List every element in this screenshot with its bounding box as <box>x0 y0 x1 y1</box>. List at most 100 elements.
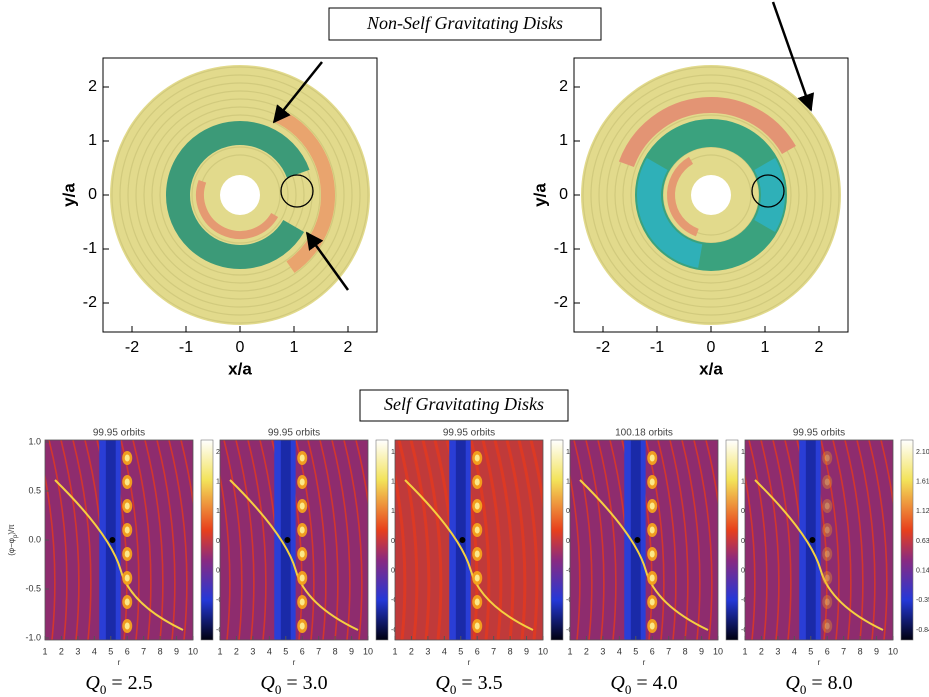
y-tick-label: 0 <box>559 186 568 203</box>
y-axis-label: y/a <box>59 183 78 207</box>
disk-ring <box>582 66 840 324</box>
vortex-core <box>124 502 130 510</box>
teal-arc <box>754 158 785 232</box>
inner-hole <box>220 175 260 215</box>
vortex-core <box>124 526 130 534</box>
spiral-arm <box>54 479 184 631</box>
x-tick-label: 9 <box>874 646 879 656</box>
streak <box>307 440 327 640</box>
y-axis-label: (φ−φp)/π <box>7 524 18 556</box>
vortex-core <box>824 550 830 558</box>
streak <box>505 440 527 640</box>
vortex-core <box>824 622 830 630</box>
x-tick-label: -2 <box>596 339 610 356</box>
x-tick-label: 9 <box>174 646 179 656</box>
streak <box>856 440 876 640</box>
x-tick-label: 3 <box>250 646 255 656</box>
y-tick-label: -1 <box>83 240 97 257</box>
arrow <box>272 61 323 124</box>
spiral-arm <box>229 479 359 631</box>
streak <box>745 472 756 640</box>
x-tick-label: 6 <box>125 646 130 656</box>
x-tick-label: -1 <box>650 339 664 356</box>
streak <box>880 440 893 507</box>
disk-ring <box>111 66 369 324</box>
x-tick-label: 2 <box>344 339 353 356</box>
vortex-core <box>124 574 130 582</box>
disk-ring <box>606 90 816 300</box>
vortex-core <box>474 526 480 534</box>
streak <box>669 440 689 640</box>
caption-symbol: Q <box>435 672 450 694</box>
x-tick-label: 7 <box>141 646 146 656</box>
caption-text: = 4.0 <box>631 672 677 694</box>
x-tick-label: 0 <box>236 339 245 356</box>
x-tick-label: 7 <box>316 646 321 656</box>
x-tick-label: 2 <box>584 646 589 656</box>
x-tick-label: 8 <box>158 646 163 656</box>
caption-subscript: 0 <box>800 682 807 697</box>
caption-text: = 3.0 <box>281 672 327 694</box>
caption-symbol: Q <box>260 672 275 694</box>
vortex-core <box>824 526 830 534</box>
vortex-core <box>649 574 655 582</box>
bottom-title: Self Gravitating Disks <box>384 394 544 414</box>
heatmap <box>395 440 543 640</box>
x-tick-label: 9 <box>699 646 704 656</box>
vortex-core <box>124 598 130 606</box>
vortex-core <box>824 502 830 510</box>
panel-frame <box>394 439 544 641</box>
streak <box>570 472 581 640</box>
colorbar-label: 0.63 <box>916 538 929 545</box>
heatmap <box>745 440 893 640</box>
planet-circle <box>280 174 314 208</box>
arrow <box>771 1 815 112</box>
caption-text: = 2.5 <box>106 672 152 694</box>
vortex-core <box>474 502 480 510</box>
streak <box>343 440 363 640</box>
colorbar <box>900 439 914 641</box>
caption-symbol: Q <box>610 672 625 694</box>
vortex <box>822 451 833 465</box>
x-tick-label: 10 <box>538 646 548 656</box>
colorbar <box>375 439 389 641</box>
x-tick-label: 1 <box>290 339 299 356</box>
x-tick-label: 10 <box>713 646 723 656</box>
teal-arc <box>637 158 703 268</box>
streak <box>409 440 431 640</box>
caption: Q0 = 3.0 <box>260 672 327 697</box>
y-tick-label: 1 <box>559 132 568 149</box>
caption-symbol: Q <box>85 672 100 694</box>
vortex-core <box>474 478 480 486</box>
streak <box>168 440 188 640</box>
caption-subscript: 0 <box>625 682 632 697</box>
caption-text: = 3.5 <box>456 672 502 694</box>
x-tick-label: 9 <box>349 646 354 656</box>
panel-title: 99.95 orbits <box>443 428 495 439</box>
streak <box>180 440 193 507</box>
top-title: Non-Self Gravitating Disks <box>366 13 563 33</box>
colorbar-label: 1.12 <box>916 508 929 515</box>
planet <box>109 537 116 543</box>
x-axis-label: r <box>643 658 646 667</box>
panel: 99.95 orbits12345678910r1.931.471.000.53… <box>217 428 407 697</box>
x-tick-label: 5 <box>633 646 638 656</box>
y-tick-label: -1.0 <box>25 632 41 642</box>
vortex-core <box>474 454 480 462</box>
x-tick-label: -2 <box>125 339 139 356</box>
caption: Q0 = 2.5 <box>85 672 152 697</box>
x-tick-label: 5 <box>108 646 113 656</box>
x-tick-label: -1 <box>179 339 193 356</box>
x-tick-label: 2 <box>409 646 414 656</box>
title-box <box>359 389 569 422</box>
x-tick-label: 3 <box>600 646 605 656</box>
x-tick-label: 8 <box>333 646 338 656</box>
vortex <box>822 619 833 633</box>
panel-title: 100.18 orbits <box>615 428 673 439</box>
caption-subscript: 0 <box>100 682 107 697</box>
disk-ring <box>630 114 792 276</box>
x-tick-label: 1 <box>392 646 397 656</box>
streak <box>585 440 605 640</box>
streak <box>529 440 543 513</box>
